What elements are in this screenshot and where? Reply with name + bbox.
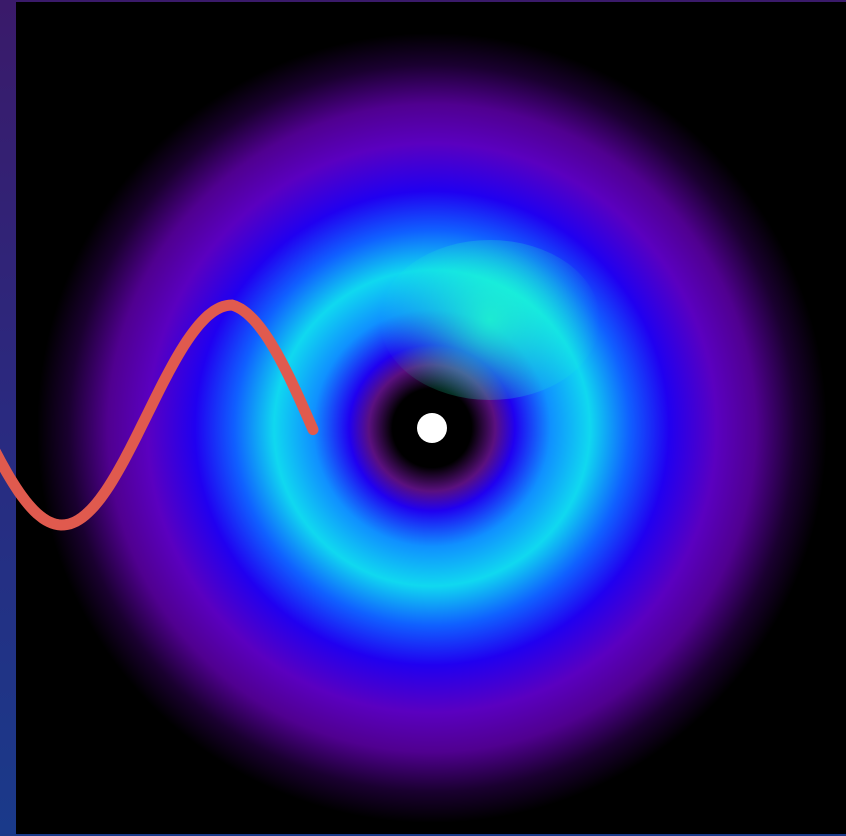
center-dot [417, 413, 447, 443]
page: {} html, body { margin: 0; padding: 0; w… [0, 0, 846, 836]
bright-spot [380, 240, 600, 400]
scene [0, 0, 846, 836]
body: (() => { const pts = []; for (let x = -5… [0, 0, 846, 836]
